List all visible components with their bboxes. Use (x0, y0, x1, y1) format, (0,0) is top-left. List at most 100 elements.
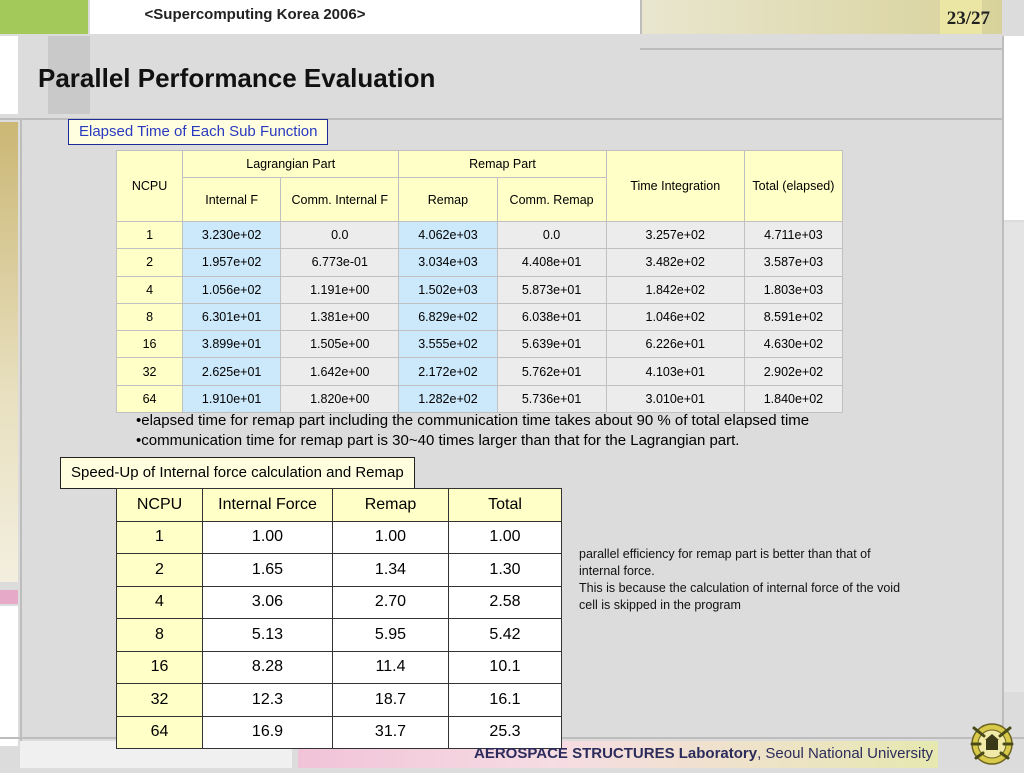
header-comm-internal-f: Comm. Internal F (280, 177, 400, 222)
table-cell: 1.00 (332, 520, 449, 554)
header-ncpu: NCPU (116, 488, 203, 522)
table-cell: 1.840e+02 (743, 384, 844, 414)
table-cell: 10.1 (448, 650, 562, 684)
table-row: 64 1.910e+01 1.820e+00 1.282e+02 5.736e+… (115, 384, 844, 414)
table-cell: 3.034e+03 (398, 248, 498, 277)
decor-yellow-block (940, 0, 982, 34)
table-cell: 3.482e+02 (605, 248, 745, 277)
table-cell: 5.95 (332, 618, 449, 652)
table-cell: 1.191e+00 (280, 275, 400, 304)
table-cell: 6.226e+01 (605, 330, 745, 359)
speedup-table: NCPU Internal Force Remap Total 1 1.00 1… (116, 488, 562, 749)
table-cell: 1.842e+02 (605, 275, 745, 304)
table-cell: 2.58 (448, 585, 562, 619)
table-cell: 5.42 (448, 618, 562, 652)
decor-left-tan (0, 122, 18, 582)
table-cell: 1.957e+02 (182, 248, 282, 277)
decor-right-white (1004, 36, 1024, 220)
header-total: Total (448, 488, 562, 522)
table-cell: 1.046e+02 (605, 302, 745, 332)
table-cell: 32 (115, 357, 184, 386)
table-cell: 1.282e+02 (398, 384, 498, 414)
table-row: 8 5.13 5.95 5.42 (116, 618, 562, 652)
table-cell: 3.230e+02 (182, 220, 282, 250)
table-cell: 1.642e+00 (280, 357, 400, 386)
bullet-item: •communication time for remap part is 30… (136, 432, 740, 449)
table-cell: 8.28 (202, 650, 333, 684)
header-comm-remap: Comm. Remap (496, 177, 607, 222)
header-ncpu: NCPU (115, 150, 184, 222)
table-cell: 8 (115, 302, 184, 332)
table-cell: 1.820e+00 (280, 384, 400, 414)
table-cell: 5.762e+01 (496, 357, 607, 386)
header-internal-force: Internal Force (202, 488, 333, 522)
table-cell: 2.172e+02 (398, 357, 498, 386)
table-cell: 1.910e+01 (182, 384, 282, 414)
table-cell: 1 (115, 220, 184, 250)
table-cell: 16 (116, 650, 203, 684)
header-remap: Remap (332, 488, 449, 522)
conference-title: <Supercomputing Korea 2006> (144, 6, 366, 23)
table-cell: 2 (116, 553, 203, 587)
table-cell: 2.902e+02 (743, 357, 844, 386)
table-cell: 4.408e+01 (496, 248, 607, 277)
table-cell: 6.038e+01 (496, 302, 607, 332)
table-cell: 25.3 (448, 715, 562, 749)
table-row: 16 3.899e+01 1.505e+00 3.555e+02 5.639e+… (115, 330, 844, 359)
table-cell: 3.06 (202, 585, 333, 619)
table-cell: 3.010e+01 (605, 384, 745, 414)
table-cell: 2 (115, 248, 184, 277)
table-cell: 2.70 (332, 585, 449, 619)
decor-left-pink (0, 590, 18, 604)
table-cell: 5.13 (202, 618, 333, 652)
decor-left-white-bottom (0, 606, 18, 746)
table-cell: 3.257e+02 (605, 220, 745, 250)
elapsed-time-caption: Elapsed Time of Each Sub Function (68, 119, 329, 145)
elapsed-time-table: NCPU Lagrangian Part Remap Part Time Int… (115, 150, 844, 414)
table-cell: 4.103e+01 (605, 357, 745, 386)
table-cell: 4.062e+03 (398, 220, 498, 250)
decor-line (20, 118, 22, 768)
footer-lab: AEROSPACE STRUCTURES Laboratory (474, 745, 758, 762)
note-line: This is because the calculation of inter… (579, 581, 901, 612)
footer-university: , Seoul National University (757, 745, 934, 762)
table-row: 1 3.230e+02 0.0 4.062e+03 0.0 3.257e+02 … (115, 220, 844, 250)
table-cell: 3.899e+01 (182, 330, 282, 359)
table-cell: 1.056e+02 (182, 275, 282, 304)
table-cell: 64 (115, 384, 184, 414)
table-cell: 0.0 (496, 220, 607, 250)
decor-left-gray (48, 36, 90, 114)
table-cell: 8 (116, 618, 203, 652)
table-row: 8 6.301e+01 1.381e+00 6.829e+02 6.038e+0… (115, 302, 844, 332)
header-lagrangian-part: Lagrangian Part (182, 150, 400, 178)
header-bar (90, 0, 642, 34)
table-row: 4 1.056e+02 1.191e+00 1.502e+03 5.873e+0… (115, 275, 844, 304)
header-remap: Remap (398, 177, 498, 222)
header-internal-f: Internal F (182, 177, 282, 222)
table-cell: 1.30 (448, 553, 562, 587)
table-cell: 1.00 (202, 520, 333, 554)
table-cell: 64 (116, 715, 203, 749)
table-cell: 5.873e+01 (496, 275, 607, 304)
table-row: 1 1.00 1.00 1.00 (116, 520, 562, 554)
decor-line (640, 48, 1024, 50)
decor-line (1002, 36, 1004, 736)
table-cell: 31.7 (332, 715, 449, 749)
bullet-list: •elapsed time for remap part including t… (136, 411, 996, 451)
table-cell: 1.00 (448, 520, 562, 554)
header-remap-part: Remap Part (398, 150, 607, 178)
bullet-item: •elapsed time for remap part including t… (136, 412, 810, 429)
table-cell: 1.381e+00 (280, 302, 400, 332)
university-seal-icon (966, 716, 1018, 768)
table-cell: 5.639e+01 (496, 330, 607, 359)
table-cell: 2.625e+01 (182, 357, 282, 386)
decor-right-gray (1004, 222, 1024, 692)
table-cell: 3.587e+03 (743, 248, 844, 277)
table-row: 16 8.28 11.4 10.1 (116, 650, 562, 684)
table-cell: 4.711e+03 (743, 220, 844, 250)
note-line: parallel efficiency for remap part is be… (579, 547, 871, 578)
table-cell: 8.591e+02 (743, 302, 844, 332)
table-cell: 1.34 (332, 553, 449, 587)
table-cell: 3.555e+02 (398, 330, 498, 359)
header-time-integration: Time Integration (605, 150, 745, 222)
